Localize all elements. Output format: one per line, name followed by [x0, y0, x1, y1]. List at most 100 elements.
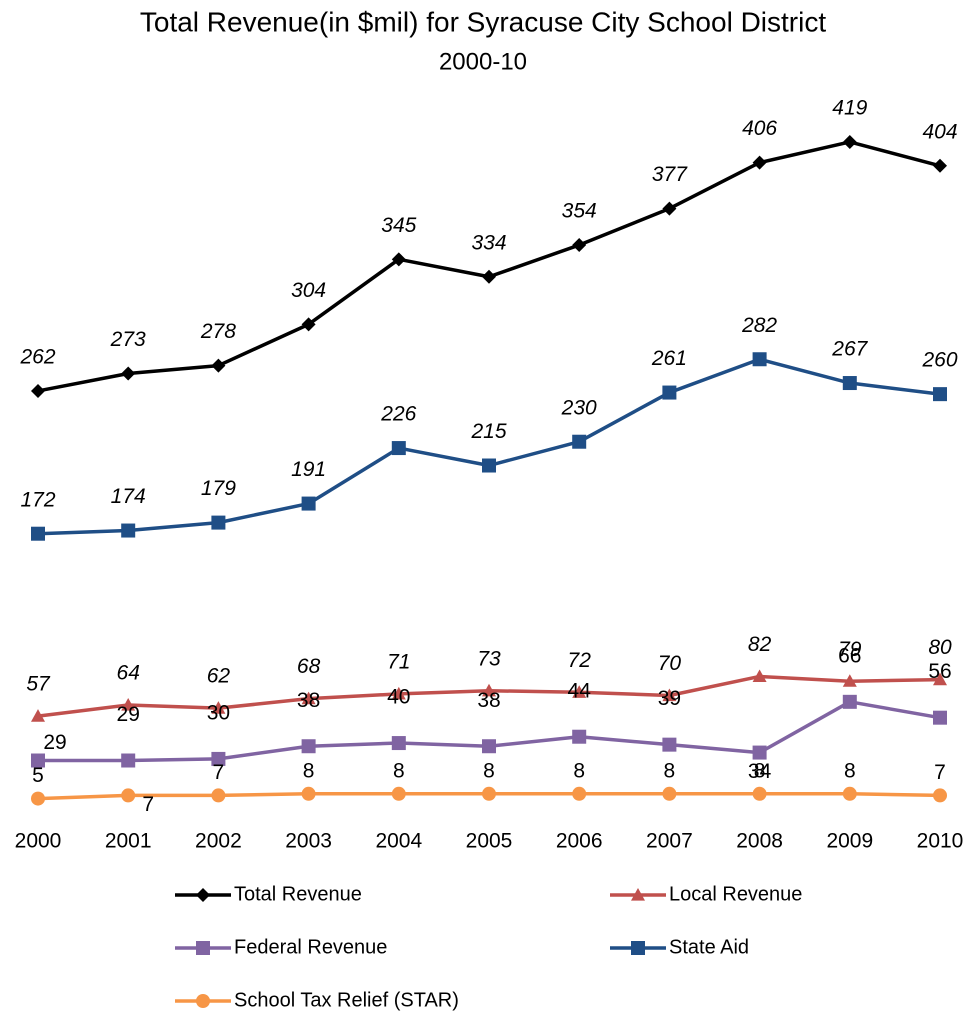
marker [752, 745, 767, 760]
marker [752, 669, 767, 683]
marker [842, 674, 857, 687]
data-label: 8 [303, 759, 315, 782]
marker [31, 753, 45, 768]
marker [391, 252, 406, 267]
data-label: 8 [483, 759, 495, 782]
data-label: 34 [748, 760, 772, 783]
chart-subtitle: 2000-10 [439, 48, 527, 75]
marker [391, 786, 406, 801]
marker [662, 737, 677, 752]
marker [842, 134, 857, 149]
data-label: 30 [207, 701, 230, 724]
marker [301, 739, 316, 754]
x-tick-label: 2002 [195, 830, 242, 853]
marker [301, 317, 316, 332]
x-tick-label: 2007 [646, 830, 693, 853]
data-label: 419 [832, 97, 867, 120]
marker [752, 352, 767, 367]
data-label: 40 [387, 686, 410, 709]
marker [752, 155, 767, 170]
marker [121, 366, 136, 381]
data-label: 261 [651, 347, 687, 370]
data-label: 179 [201, 477, 236, 500]
marker [933, 710, 947, 725]
legend-label: Local Revenue [669, 883, 802, 905]
x-tick-label: 2004 [375, 830, 422, 853]
data-label: 5 [32, 764, 44, 787]
marker [211, 358, 226, 373]
marker [572, 786, 587, 801]
data-label: 304 [291, 279, 326, 302]
legend-marker [196, 941, 210, 955]
marker [842, 694, 857, 709]
marker [572, 685, 587, 698]
marker [572, 238, 587, 253]
legend-label: Federal Revenue [234, 936, 387, 958]
x-tick-label: 2006 [556, 830, 603, 853]
marker [391, 441, 406, 456]
series-line [37, 140, 941, 393]
x-tick-label: 2005 [466, 830, 513, 853]
marker [211, 788, 226, 803]
data-label: 215 [470, 420, 506, 443]
data-label: 260 [921, 349, 957, 372]
data-label: 8 [393, 759, 405, 782]
data-label: 226 [380, 403, 416, 426]
x-tick-label: 2000 [15, 830, 62, 853]
data-label: 79 [838, 638, 862, 661]
data-label: 282 [741, 314, 777, 337]
marker [301, 786, 316, 801]
data-label: 191 [291, 458, 326, 481]
legend-label: Total Revenue [234, 883, 362, 905]
marker [211, 751, 226, 766]
marker [482, 458, 496, 473]
data-label: 29 [117, 703, 140, 726]
data-label: 7 [934, 761, 946, 784]
marker [842, 786, 857, 801]
data-label: 70 [658, 652, 682, 675]
data-label: 267 [831, 338, 868, 361]
data-label: 8 [754, 759, 766, 782]
data-label: 72 [568, 649, 592, 672]
data-label: 57 [26, 673, 51, 696]
marker [211, 701, 226, 714]
marker [752, 786, 767, 801]
data-label: 278 [200, 320, 236, 343]
data-label: 66 [838, 644, 861, 667]
data-label: 38 [477, 689, 500, 712]
data-label: 273 [110, 328, 146, 351]
data-label: 262 [19, 346, 55, 369]
data-label: 64 [117, 662, 140, 685]
data-label: 172 [20, 488, 55, 511]
data-label: 73 [477, 647, 501, 670]
data-label: 174 [111, 485, 146, 508]
data-label: 7 [213, 761, 225, 784]
data-label: 404 [922, 120, 957, 143]
marker [301, 496, 316, 511]
marker [121, 753, 136, 768]
legend-marker [631, 941, 645, 955]
data-label: 230 [561, 396, 597, 419]
marker [572, 434, 587, 449]
legend-label: State Aid [669, 936, 749, 958]
marker [572, 729, 587, 744]
marker [842, 376, 857, 391]
marker [301, 691, 316, 705]
data-label: 80 [928, 636, 952, 659]
data-label: 44 [568, 679, 592, 702]
marker [482, 683, 496, 697]
marker [662, 688, 677, 702]
data-label: 8 [664, 759, 676, 782]
marker [662, 786, 677, 801]
legend-marker [196, 888, 210, 902]
marker [121, 697, 136, 711]
marker [933, 788, 947, 803]
marker [121, 523, 136, 538]
series-line [37, 357, 941, 536]
marker [482, 739, 496, 754]
data-label: 82 [748, 633, 772, 656]
legend-marker [196, 994, 210, 1008]
marker [31, 383, 45, 398]
data-label: 8 [573, 759, 585, 782]
